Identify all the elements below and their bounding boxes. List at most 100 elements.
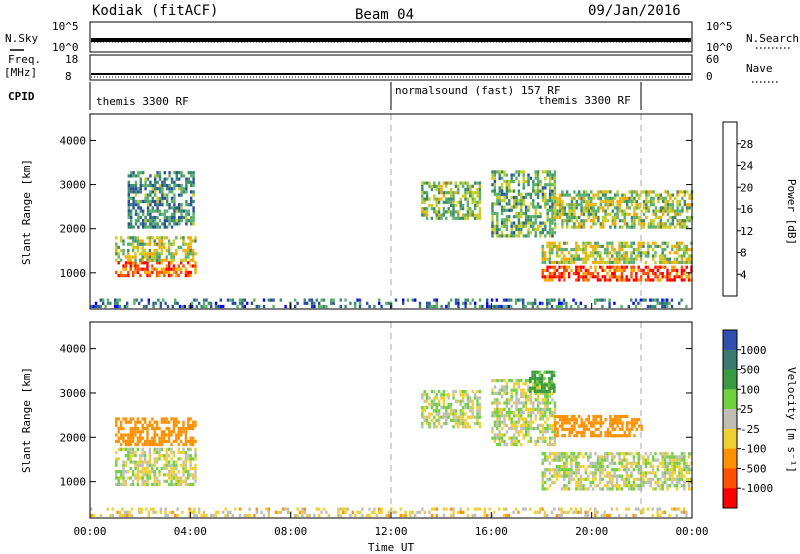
heatmap-cell [170, 479, 173, 483]
heatmap-cell [589, 480, 592, 485]
heatmap-cell [534, 391, 537, 395]
heatmap-cell [151, 215, 154, 220]
heatmap-cell [137, 225, 140, 229]
heatmap-cell [615, 477, 619, 481]
heatmap-cell [461, 396, 465, 400]
heatmap-cell [669, 193, 672, 197]
heatmap-cell [180, 190, 183, 194]
heatmap-cell [635, 421, 638, 425]
heatmap-cell [515, 407, 518, 411]
heatmap-cell [440, 304, 443, 309]
heatmap-cell [404, 513, 407, 518]
heatmap-cell [533, 389, 537, 393]
heatmap-cell [510, 423, 513, 427]
heatmap-cell [606, 452, 609, 456]
heatmap-cell [541, 195, 545, 200]
heatmap-cell [599, 480, 602, 485]
heatmap-cell [678, 474, 681, 478]
heatmap-cell [142, 183, 145, 188]
heatmap-cell [165, 264, 168, 268]
heatmap-cell [303, 507, 306, 511]
heatmap-cell [678, 477, 681, 481]
heatmap-cell [437, 418, 441, 422]
heatmap-cell [512, 510, 515, 514]
heatmap-cell [675, 487, 679, 491]
heatmap-cell [141, 258, 144, 262]
heatmap-cell [545, 370, 549, 374]
heatmap-cell [433, 184, 436, 188]
heatmap-cell [615, 257, 619, 261]
heatmap-cell [179, 236, 183, 240]
heatmap-cell [445, 415, 448, 419]
heatmap-cell [574, 507, 578, 511]
heatmap-cell [611, 427, 614, 431]
heatmap-cell [134, 258, 137, 262]
heatmap-cell [544, 439, 547, 443]
heatmap-cell [322, 507, 326, 511]
heatmap-cell [146, 209, 150, 213]
heatmap-cell [133, 301, 136, 305]
heatmap-cell [449, 412, 453, 416]
heatmap-cell [550, 298, 554, 302]
heatmap-cell [194, 252, 197, 256]
heatmap-cell [633, 199, 636, 204]
heatmap-cell [517, 401, 521, 405]
heatmap-cell [618, 421, 622, 425]
heatmap-cell [620, 268, 624, 272]
heatmap-cell [146, 463, 149, 467]
heatmap-cell [306, 301, 309, 305]
heatmap-cell [234, 507, 237, 511]
heatmap-cell [596, 241, 600, 245]
heatmap-cell [659, 260, 662, 264]
heatmap-cell [656, 484, 660, 488]
heatmap-cell [168, 183, 171, 188]
heatmap-cell [554, 424, 557, 428]
heatmap-cell [440, 406, 443, 410]
heatmap-cell [594, 215, 598, 220]
heatmap-cell [174, 301, 177, 305]
heatmap-cell [141, 482, 144, 487]
heatmap-cell [231, 298, 234, 302]
heatmap-cell [437, 191, 441, 195]
heatmap-cell [173, 222, 176, 226]
heatmap-cell [589, 265, 592, 269]
heatmap-cell [678, 507, 681, 511]
heatmap-cell [159, 507, 162, 511]
heatmap-cell [613, 461, 616, 465]
heatmap-cell [650, 225, 653, 229]
heatmap-cell [578, 196, 581, 200]
heatmap-cell [520, 417, 523, 421]
heatmap-cell [224, 507, 227, 511]
heatmap-cell [163, 274, 166, 278]
heatmap-cell [637, 507, 640, 511]
heatmap-cell [663, 275, 667, 279]
heatmap-cell [515, 379, 518, 383]
heatmap-cell [172, 420, 176, 424]
heatmap-cell [505, 186, 509, 190]
heatmap-cell [510, 436, 513, 440]
heatmap-cell [173, 193, 176, 197]
heatmap-cell [614, 414, 617, 419]
heatmap-cell [601, 477, 604, 481]
heatmap-cell [663, 241, 667, 245]
heatmap-cell [673, 251, 676, 255]
heatmap-cell [491, 436, 494, 440]
heatmap-cell [286, 510, 290, 514]
heatmap-cell [651, 268, 655, 272]
nsearch-tick-top: 10^5 [706, 20, 733, 33]
heatmap-cell [536, 395, 540, 399]
heatmap-cell [527, 420, 530, 424]
heatmap-cell [651, 487, 655, 491]
heatmap-cell [187, 249, 190, 253]
heatmap-cell [478, 197, 482, 201]
heatmap-cell [671, 248, 674, 252]
heatmap-cell [437, 415, 441, 419]
heatmap-cell [609, 199, 612, 204]
heatmap-cell [618, 254, 621, 258]
heatmap-cell [543, 513, 546, 518]
heatmap-cell [476, 409, 479, 413]
heatmap-cell [589, 275, 592, 279]
heatmap-cell [536, 176, 540, 180]
heatmap-cell [638, 196, 641, 200]
heatmap-cell [119, 447, 123, 451]
